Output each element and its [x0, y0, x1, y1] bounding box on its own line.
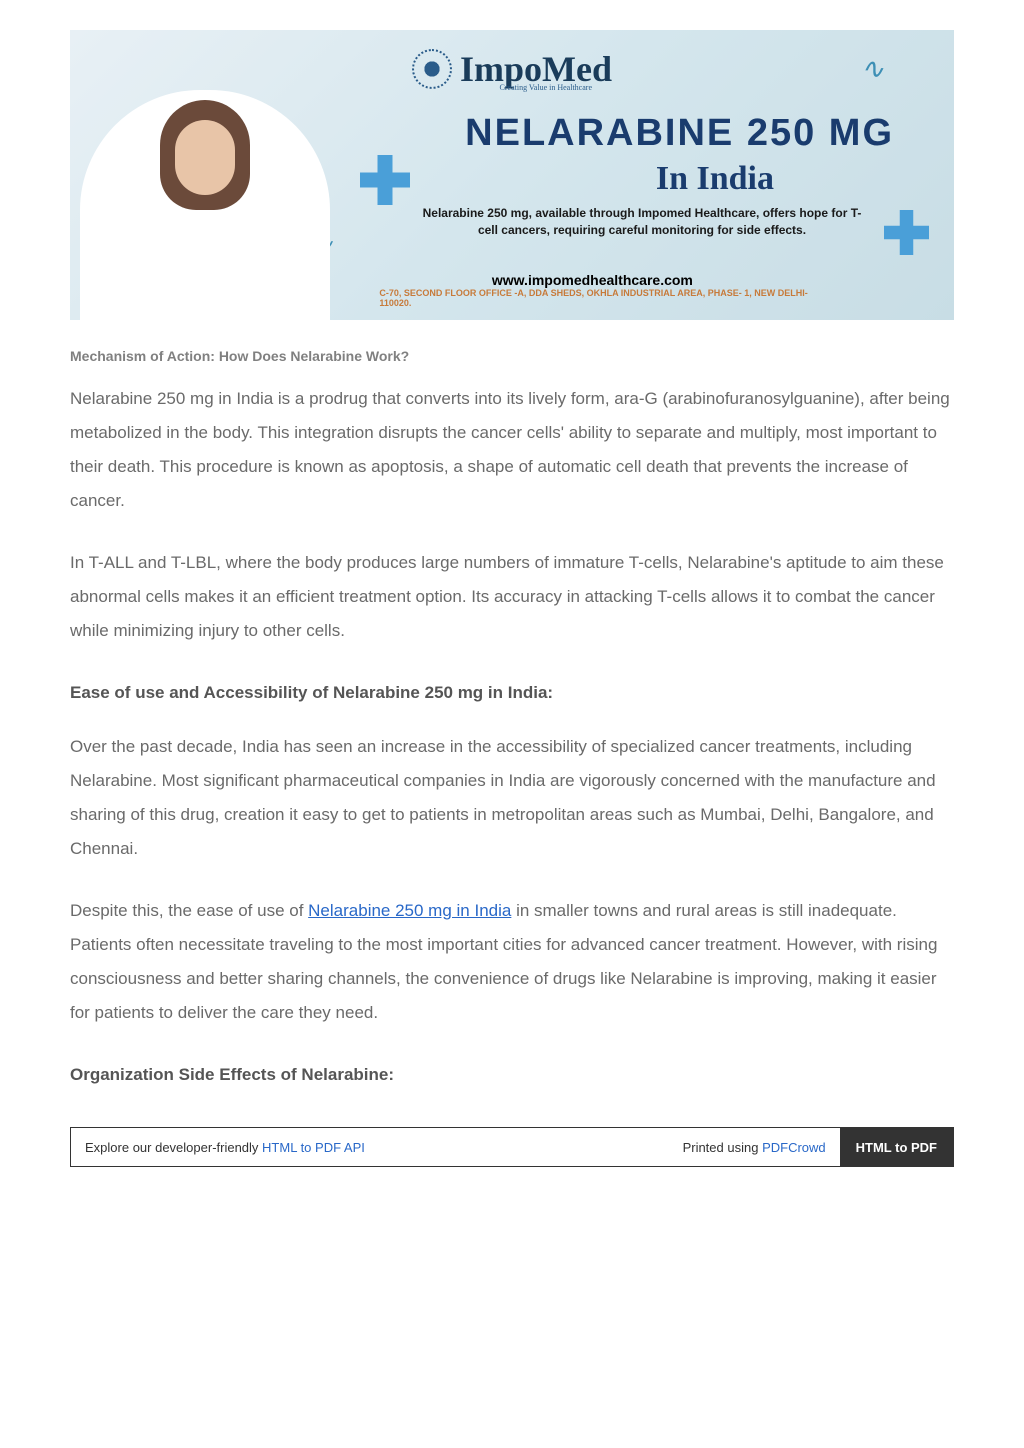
pulse-icon: ∿: [861, 52, 884, 85]
footer-mid: Printed using PDFCrowd: [669, 1140, 840, 1155]
footer-left-text: Explore our developer-friendly: [85, 1140, 262, 1155]
banner-address: C-70, SECOND FLOOR OFFICE -A, DDA SHEDS,…: [379, 288, 821, 308]
logo-tagline: Creating Value in Healthcare: [500, 83, 592, 92]
footer-bar: Explore our developer-friendly HTML to P…: [70, 1127, 954, 1167]
paragraph: In T-ALL and T-LBL, where the body produ…: [70, 546, 954, 648]
footer-api-link[interactable]: HTML to PDF API: [262, 1140, 365, 1155]
section-heading-mechanism: Mechanism of Action: How Does Nelarabine…: [70, 348, 954, 364]
logo-icon: [412, 49, 452, 89]
footer-pdfcrowd-link[interactable]: PDFCrowd: [762, 1140, 826, 1155]
footer-left: Explore our developer-friendly HTML to P…: [71, 1140, 669, 1155]
html-to-pdf-button[interactable]: HTML to PDF: [840, 1128, 953, 1166]
banner-description: Nelarabine 250 mg, available through Imp…: [420, 205, 864, 239]
banner-subtitle: In India: [656, 160, 774, 198]
section-heading-side-effects: Organization Side Effects of Nelarabine:: [70, 1062, 954, 1088]
banner-person-image: [80, 90, 330, 320]
paragraph: Nelarabine 250 mg in India is a prodrug …: [70, 382, 954, 518]
section-heading-ease: Ease of use and Accessibility of Nelarab…: [70, 680, 954, 706]
banner-title: NELARABINE 250 MG: [465, 112, 894, 155]
paragraph: Over the past decade, India has seen an …: [70, 730, 954, 866]
footer-mid-text: Printed using: [683, 1140, 763, 1155]
paragraph: Despite this, the ease of use of Nelarab…: [70, 894, 954, 1030]
text-span: Despite this, the ease of use of: [70, 901, 308, 920]
banner-logo: ImpoMed Creating Value in Healthcare: [412, 48, 612, 90]
medical-cross-icon: [360, 155, 410, 205]
banner-url: www.impomedhealthcare.com: [492, 272, 693, 288]
medical-cross-icon: [884, 210, 929, 255]
promo-banner: ImpoMed Creating Value in Healthcare ∿ ∿…: [70, 30, 954, 320]
nelarabine-link[interactable]: Nelarabine 250 mg in India: [308, 901, 511, 920]
